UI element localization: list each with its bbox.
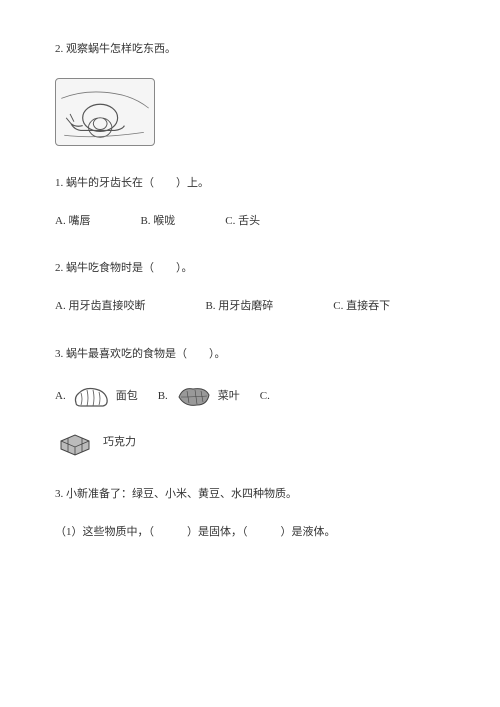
q3-option-c[interactable]: 巧克力 — [55, 429, 445, 457]
leaf-icon — [173, 383, 213, 411]
q3-option-b[interactable]: B. 菜叶 — [158, 383, 240, 411]
q2-option-b[interactable]: B. 用牙齿磨碎 — [205, 297, 273, 317]
question-2-options: A. 用牙齿直接咬断 B. 用牙齿磨碎 C. 直接吞下 — [55, 297, 445, 317]
q2-option-a[interactable]: A. 用牙齿直接咬断 — [55, 297, 145, 317]
q3-b-label: 菜叶 — [218, 387, 240, 407]
q3-a-prefix: A. — [55, 387, 66, 407]
q3-a-label: 面包 — [116, 387, 138, 407]
q1-option-c[interactable]: C. 舌头 — [225, 212, 260, 232]
bread-icon — [71, 383, 111, 411]
q1-option-b[interactable]: B. 喉咙 — [140, 212, 175, 232]
q3-option-a[interactable]: A. 面包 — [55, 383, 138, 411]
q3-b-prefix: B. — [158, 387, 168, 407]
question-3-text: 3. 蜗牛最喜欢吃的食物是（ ）。 — [55, 345, 445, 365]
question-1-options: A. 嘴唇 B. 喉咙 C. 舌头 — [55, 212, 445, 232]
q3-c-prefix: C. — [260, 387, 270, 407]
q3-option-c-prefix: C. — [260, 387, 270, 407]
q1-option-a[interactable]: A. 嘴唇 — [55, 212, 90, 232]
q3-c-label: 巧克力 — [103, 433, 136, 453]
section-2-title: 2. 观察蜗牛怎样吃东西。 — [55, 40, 445, 60]
question-2-text: 2. 蜗牛吃食物时是（ ）。 — [55, 259, 445, 279]
question-1-text: 1. 蜗牛的牙齿长在（ ）上。 — [55, 174, 445, 194]
section-3-text: 3. 小新准备了：绿豆、小米、黄豆、水四种物质。 — [55, 485, 445, 505]
chocolate-icon — [55, 429, 95, 457]
question-3-options: A. 面包 B. 菜叶 C. — [55, 383, 445, 411]
snail-illustration — [55, 78, 155, 146]
q2-option-c[interactable]: C. 直接吞下 — [333, 297, 390, 317]
section-3-sub1: （1）这些物质中，（ ）是固体，（ ）是液体。 — [55, 523, 445, 543]
